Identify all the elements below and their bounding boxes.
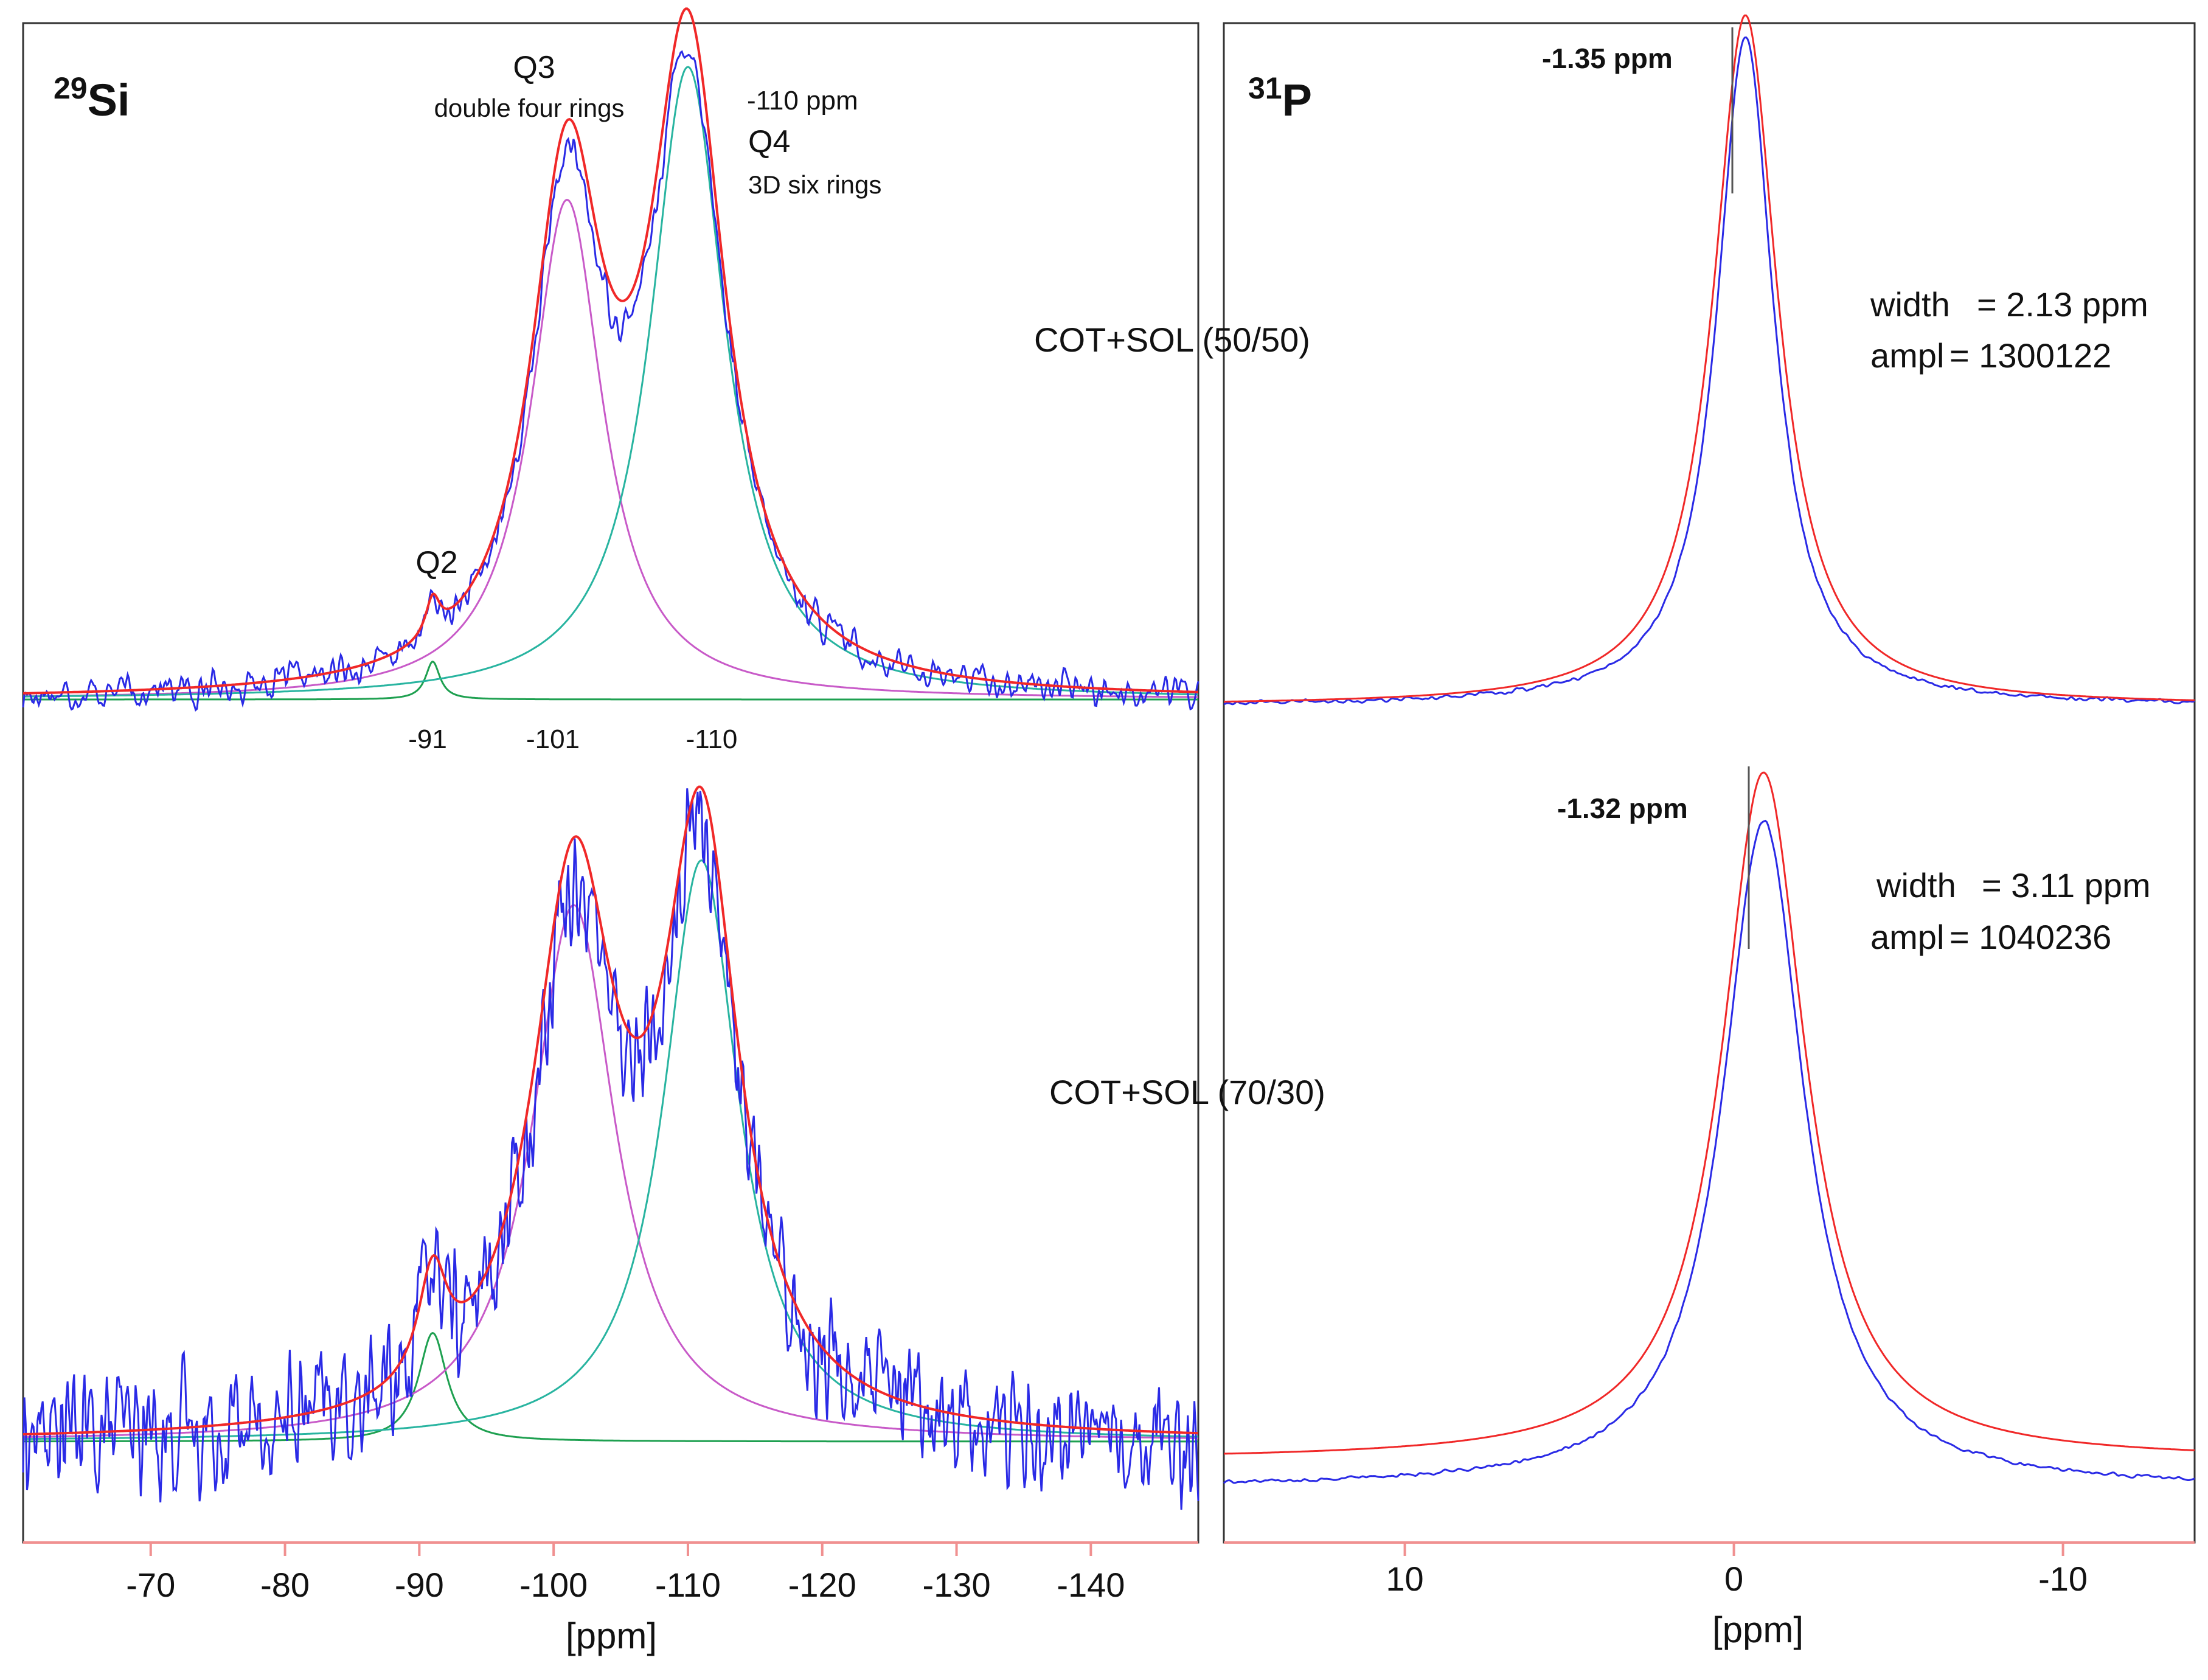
si-tick-label-2: -90 bbox=[395, 1566, 444, 1604]
peak-position-q4: -110 bbox=[686, 724, 738, 754]
si-q3-component-line-2 bbox=[23, 904, 1198, 1439]
si-tick-label-0: -70 bbox=[126, 1566, 175, 1604]
si-spectrum-2 bbox=[22, 785, 1199, 1510]
p-mass-number: 31 bbox=[1248, 71, 1282, 105]
si-element-symbol: Si bbox=[88, 75, 130, 125]
q4-label: Q4 bbox=[748, 124, 790, 159]
p-x-axis: 10 0 -10 bbox=[1224, 1541, 2195, 1598]
p-top-width-label: width bbox=[1870, 285, 1950, 324]
si-q4-component-line-2 bbox=[23, 859, 1198, 1440]
si-q4-component-line-1 bbox=[23, 66, 1198, 698]
q3-description: double four rings bbox=[434, 94, 625, 122]
p-bottom-ampl-value: = 1040236 bbox=[1949, 918, 2111, 956]
si-tick-label-3: -100 bbox=[519, 1566, 588, 1604]
q4-ppm-label: -110 ppm bbox=[747, 86, 858, 116]
si-spectra bbox=[22, 7, 1199, 1510]
si-spectrum-1 bbox=[22, 7, 1199, 712]
si-axis-title: [ppm] bbox=[566, 1616, 657, 1656]
si-tick-label-5: -120 bbox=[788, 1566, 856, 1604]
si-total-fit-line-1 bbox=[23, 7, 1198, 695]
p-panel-frame bbox=[1223, 22, 2196, 1544]
q3-label: Q3 bbox=[513, 50, 555, 85]
si-experimental-line-1 bbox=[22, 50, 1199, 712]
si-nucleus-label: 29Si bbox=[54, 71, 130, 125]
peak-position-q2: -91 bbox=[408, 724, 447, 754]
p-top-ampl-label: ampl bbox=[1870, 336, 1944, 375]
si-tick-label-7: -140 bbox=[1057, 1566, 1125, 1604]
si-q2-component-line-1 bbox=[23, 661, 1198, 701]
p-spectrum-1 bbox=[1223, 14, 2195, 706]
p-spectrum-2 bbox=[1223, 771, 2195, 1484]
si-mass-number: 29 bbox=[54, 71, 88, 105]
p-top-ampl-value: = 1300122 bbox=[1949, 336, 2111, 375]
q2-label: Q2 bbox=[415, 545, 457, 580]
si-total-fit-line-2 bbox=[23, 785, 1199, 1435]
si-experimental-line-2 bbox=[22, 788, 1199, 1510]
p-tick-label-2: -10 bbox=[2038, 1560, 2088, 1598]
p-bottom-width-label: width bbox=[1876, 866, 1956, 904]
sample-label-top: COT+SOL (50/50) bbox=[1034, 321, 1310, 359]
q4-description: 3D six rings bbox=[748, 170, 881, 199]
p-total-fit-line-2 bbox=[1223, 771, 2195, 1455]
si-tick-label-6: -130 bbox=[923, 1566, 991, 1604]
p-experimental-line-1 bbox=[1223, 36, 2195, 706]
sample-label-bottom: COT+SOL (70/30) bbox=[1049, 1073, 1325, 1111]
p-axis-title: [ppm] bbox=[1712, 1609, 1804, 1650]
si-tick-label-4: -110 bbox=[655, 1566, 721, 1604]
peak-position-q3: -101 bbox=[526, 724, 580, 754]
p-tick-label-0: 10 bbox=[1386, 1560, 1423, 1598]
si-tick-label-1: -80 bbox=[260, 1566, 310, 1604]
si-q2-component-line-2 bbox=[23, 1332, 1198, 1443]
p-spectra bbox=[1223, 14, 2195, 1484]
p-tick-label-1: 0 bbox=[1724, 1560, 1743, 1598]
p-top-width-value: = 2.13 ppm bbox=[1977, 285, 2148, 324]
p-element-symbol: P bbox=[1282, 75, 1312, 125]
p-bottom-width-value: = 3.11 ppm bbox=[1982, 866, 2151, 904]
p-experimental-line-2 bbox=[1223, 819, 2195, 1484]
p-nucleus-label: 31P bbox=[1248, 71, 1312, 125]
si-x-axis: -70 -80 -90 -100 -110 -120 -130 -140 bbox=[23, 1541, 1198, 1604]
p-bottom-ampl-label: ampl bbox=[1870, 918, 1944, 956]
si-panel-frame bbox=[22, 22, 1199, 1544]
si-q3-component-line-1 bbox=[23, 198, 1198, 698]
p-bottom-peak-label: -1.32 ppm bbox=[1557, 793, 1688, 824]
p-top-peak-label: -1.35 ppm bbox=[1542, 43, 1673, 74]
p-total-fit-line-1 bbox=[1224, 14, 2195, 703]
